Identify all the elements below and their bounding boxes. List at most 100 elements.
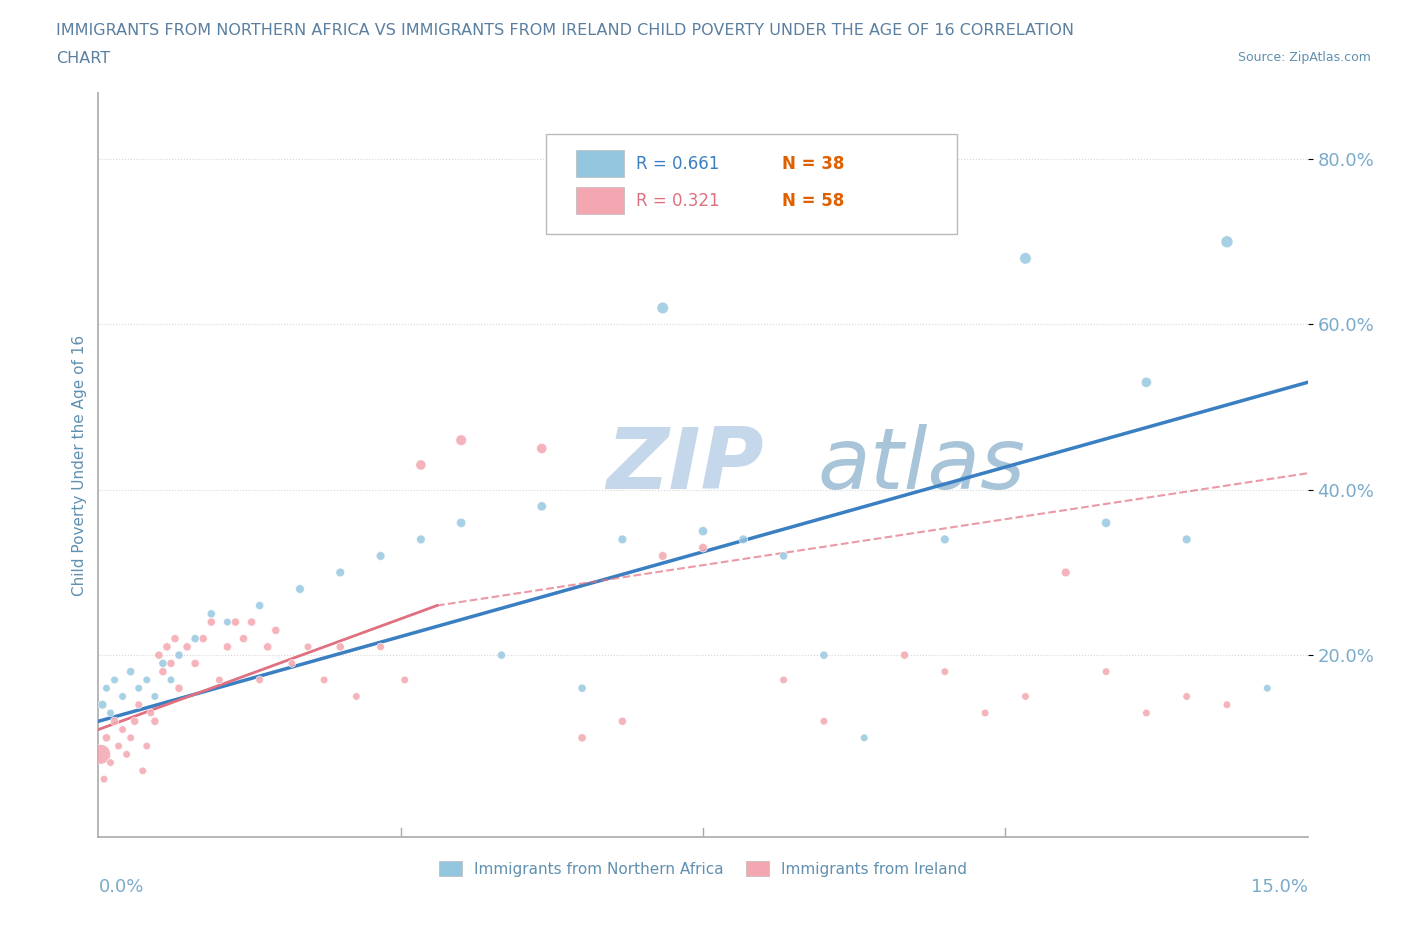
Point [96,730,118,745]
Point [450,515,472,530]
Point [167,647,190,662]
Text: N = 58: N = 58 [782,192,844,210]
Point [163,631,186,646]
Point [160,656,183,671]
Point [1135,375,1157,390]
Point [115,747,138,762]
Point [1095,515,1118,530]
Text: R = 0.661: R = 0.661 [637,154,720,173]
FancyBboxPatch shape [546,134,957,234]
Point [152,656,174,671]
Point [120,664,142,679]
Point [1014,251,1036,266]
Text: N = 38: N = 38 [782,154,844,173]
Point [107,738,129,753]
FancyBboxPatch shape [576,188,624,214]
Point [256,640,278,655]
Point [1175,689,1198,704]
Point [450,432,472,447]
Point [692,524,714,538]
Point [100,706,122,721]
Point [934,532,956,547]
Point [974,706,997,721]
Point [329,640,352,655]
Point [281,656,304,671]
Point [100,755,122,770]
Point [893,647,915,662]
Point [193,631,215,646]
Point [93,772,115,787]
Point [813,647,835,662]
Point [90,747,112,762]
Point [1095,664,1118,679]
Point [128,681,150,696]
Point [571,681,593,696]
Point [217,640,239,655]
Point [124,714,146,729]
Point [314,672,336,687]
Point [530,441,553,456]
Point [370,549,392,564]
Point [249,672,271,687]
Text: Source: ZipAtlas.com: Source: ZipAtlas.com [1237,51,1371,64]
Text: 15.0%: 15.0% [1250,878,1308,896]
Point [128,698,150,712]
Text: 0.0%: 0.0% [98,878,143,896]
Point [772,549,794,564]
Point [612,714,634,729]
Point [135,672,157,687]
Point [152,664,174,679]
Y-axis label: Child Poverty Under the Age of 16: Child Poverty Under the Age of 16 [72,335,87,595]
Point [612,532,634,547]
Point [297,640,319,655]
Point [491,647,513,662]
Point [96,681,118,696]
Text: R = 0.321: R = 0.321 [637,192,720,210]
Point [934,664,956,679]
Point [132,764,155,778]
Point [184,656,207,671]
Point [1054,565,1077,580]
Point [813,714,835,729]
Point [1014,689,1036,704]
Point [530,498,553,513]
Legend: Immigrants from Northern Africa, Immigrants from Ireland: Immigrants from Northern Africa, Immigra… [433,855,973,883]
Point [184,631,207,646]
Point [143,714,166,729]
Point [288,581,311,596]
Point [409,458,432,472]
Point [344,689,367,704]
Point [1216,698,1239,712]
Point [167,681,190,696]
Point [217,615,239,630]
Point [1135,706,1157,721]
Point [208,672,231,687]
Point [111,689,134,704]
Point [160,672,183,687]
Point [240,615,263,630]
Point [148,647,170,662]
Point [200,615,222,630]
Point [120,730,142,745]
Point [111,722,134,737]
Point [329,565,352,580]
Point [103,672,125,687]
FancyBboxPatch shape [576,151,624,177]
Point [651,300,673,315]
Point [156,640,179,655]
Point [1175,532,1198,547]
Text: atlas: atlas [818,423,1026,507]
Point [772,672,794,687]
Point [409,532,432,547]
Point [853,730,876,745]
Point [1216,234,1239,249]
Point [692,540,714,555]
Text: CHART: CHART [56,51,110,66]
Point [143,689,166,704]
Point [176,640,198,655]
Point [249,598,271,613]
Text: ZIP: ZIP [606,423,763,507]
Point [651,549,673,564]
Point [139,706,162,721]
Point [264,623,287,638]
